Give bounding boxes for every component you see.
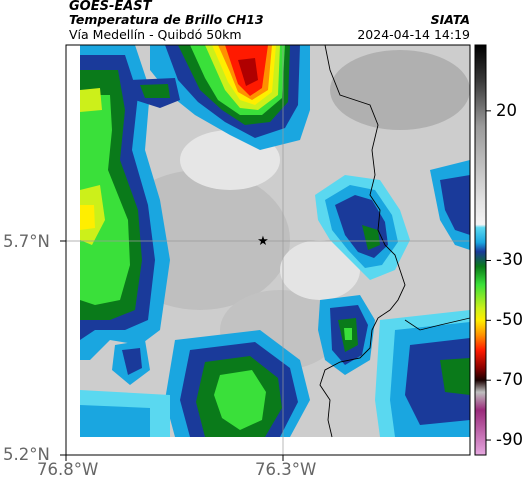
- border-line-east: [404, 317, 471, 331]
- y-tick-label-5-2N: 5.2°N: [3, 445, 50, 464]
- y-tick-label-5-7N: 5.7°N: [3, 232, 50, 251]
- location-star-icon: ★: [257, 234, 269, 249]
- map-frame: [65, 44, 471, 456]
- colorbar-tick-label: -50: [496, 310, 523, 330]
- map-no-data-strip: [80, 437, 470, 455]
- colorbar-gradient: [474, 44, 487, 456]
- colorbar-tick-label: -70: [496, 370, 523, 390]
- organization-label: SIATA: [430, 12, 470, 27]
- satellite-title: GOES-EAST: [69, 0, 152, 14]
- x-tick-label-76-8W: 76.8°W: [37, 460, 99, 479]
- route-subtitle: Vía Medellín - Quibdó 50km: [69, 27, 242, 42]
- map-left-margin: [66, 45, 80, 455]
- colorbar-tick-label: -90: [496, 430, 523, 450]
- product-title: Temperatura de Brillo CH13: [69, 12, 264, 27]
- colorbar-tick-label: 20: [496, 100, 517, 120]
- datetime-label: 2024-04-14 14:19: [357, 27, 470, 42]
- border-line: [319, 44, 406, 438]
- x-tick-label-76-3W: 76.3°W: [255, 460, 317, 479]
- colorbar-tick-label: -30: [496, 250, 523, 270]
- colorbar: [474, 44, 491, 456]
